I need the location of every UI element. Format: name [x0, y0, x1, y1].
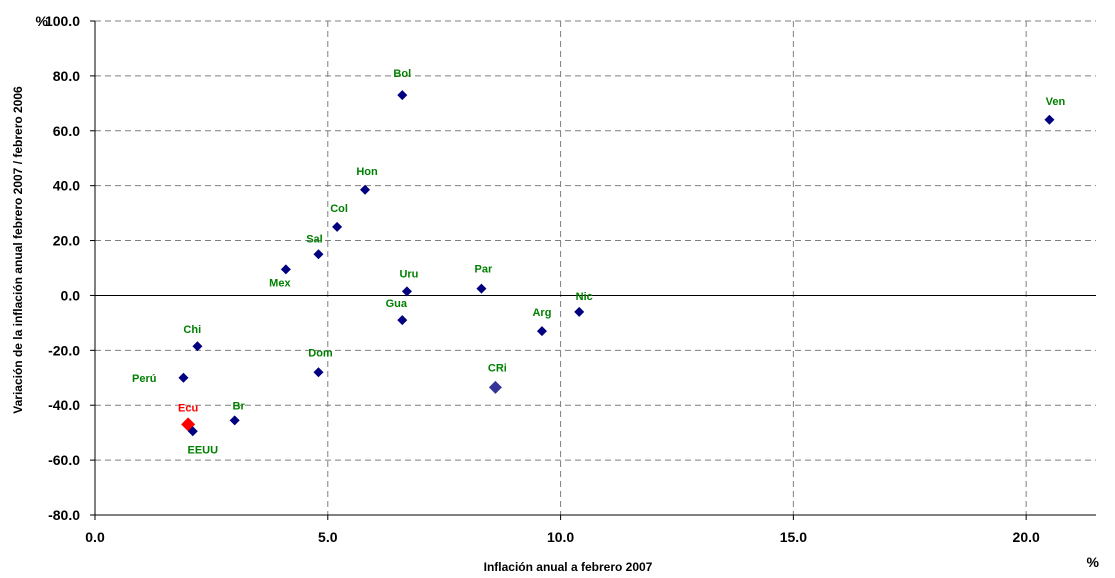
- y-tick-label: 20.0: [53, 233, 80, 249]
- point-ecu-label: Ecu: [178, 402, 198, 414]
- x-unit-label: %: [1087, 554, 1100, 570]
- y-unit-label: %: [36, 13, 49, 29]
- point-uru-marker: [401, 286, 412, 297]
- y-tick-label: 0.0: [61, 287, 81, 303]
- point-labels: Bol Ven Hon Col Sal Mex Uru Par Gua Nic Arg Chi Dom P…: [132, 68, 1066, 456]
- point-uru-label: Uru: [399, 268, 418, 280]
- point-br-marker: [229, 415, 240, 426]
- point-bol-label: Bol: [393, 68, 411, 80]
- x-tick-label: 5.0: [318, 529, 338, 545]
- x-tick-label: 15.0: [780, 529, 807, 545]
- point-br-label: Br: [233, 400, 246, 412]
- point-eeuu-marker: [187, 426, 198, 437]
- point-gua-label: Gua: [386, 298, 408, 310]
- point-par-label: Par: [475, 264, 493, 276]
- point-mex-label: Mex: [269, 277, 291, 289]
- point-ven-marker: [1044, 114, 1055, 125]
- tick-labels: 100.0 80.0 60.0 40.0 20.0 0.0 -20.0 -40.0 -60.0 -…: [45, 13, 1040, 545]
- point-hon-label: Hon: [356, 166, 378, 178]
- gridlines: [95, 20, 1096, 515]
- point-arg-label: Arg: [532, 307, 551, 319]
- y-axis-title: Variación de la inflación anual febrero …: [11, 86, 25, 414]
- point-cri-label: CRi: [488, 362, 507, 374]
- y-tick-label: -80.0: [48, 507, 80, 523]
- y-tick-label: 80.0: [53, 68, 80, 84]
- x-axis-title: Inflación anual a febrero 2007: [484, 560, 653, 574]
- y-tick-label: -20.0: [48, 342, 80, 358]
- point-mex-marker: [280, 264, 291, 275]
- y-tick-label: 100.0: [45, 13, 80, 29]
- point-col-label: Col: [330, 203, 348, 215]
- point-dom-label: Dom: [308, 347, 333, 359]
- point-sal-label: Sal: [306, 233, 323, 245]
- data-points: [178, 90, 1055, 437]
- point-col-marker: [332, 221, 343, 232]
- point-nic-marker: [574, 306, 585, 317]
- point-par-marker: [476, 283, 487, 294]
- x-tick-label: 0.0: [85, 529, 105, 545]
- axes: [90, 20, 1096, 520]
- point-nic-label: Nic: [576, 291, 593, 303]
- point-perú-label: Perú: [132, 373, 156, 385]
- point-dom-marker: [313, 367, 324, 378]
- point-perú-marker: [178, 372, 189, 383]
- point-eeuu-label: EEUU: [187, 444, 218, 456]
- y-tick-label: 40.0: [53, 178, 80, 194]
- x-tick-label: 10.0: [547, 529, 574, 545]
- point-hon-marker: [360, 184, 371, 195]
- point-cri-marker: [488, 380, 502, 394]
- y-tick-label: 60.0: [53, 123, 80, 139]
- y-tick-label: -40.0: [48, 397, 80, 413]
- x-tick-label: 20.0: [1013, 529, 1040, 545]
- point-chi-marker: [192, 341, 203, 352]
- point-chi-label: Chi: [183, 324, 201, 336]
- point-arg-marker: [536, 326, 547, 337]
- y-tick-label: -60.0: [48, 452, 80, 468]
- point-gua-marker: [397, 315, 408, 326]
- point-sal-marker: [313, 249, 324, 260]
- point-bol-marker: [397, 90, 408, 101]
- point-ven-label: Ven: [1046, 96, 1066, 108]
